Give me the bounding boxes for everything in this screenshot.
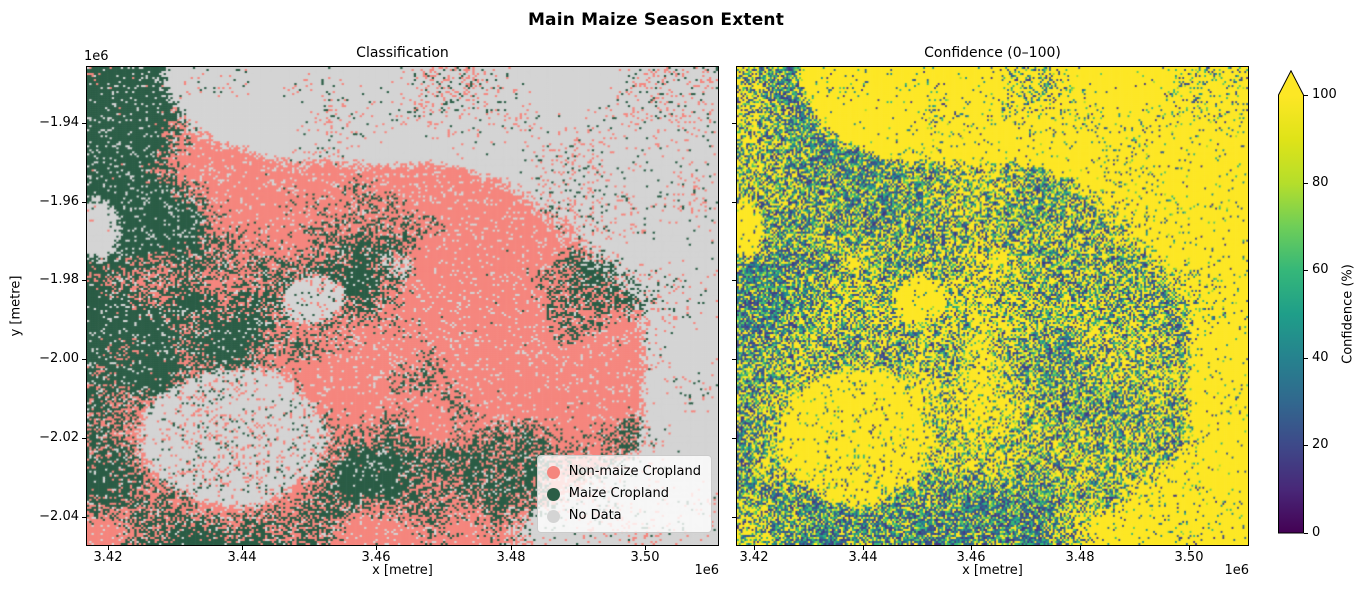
x-tick-mark [1189, 546, 1190, 550]
x-tick-label: 3.50 [1174, 550, 1204, 565]
legend-item-label: Non-maize Cropland [568, 464, 701, 479]
colorbar-tick-mark [1304, 533, 1308, 534]
x-tick-mark [511, 546, 512, 550]
x-tick-label: 3.46 [956, 550, 986, 565]
y-tick-mark [82, 438, 86, 439]
colorbar-tick-mark [1304, 183, 1308, 184]
x-tick-mark [108, 546, 109, 550]
y-tick-label: −1.98 [39, 272, 79, 287]
x-tick-label: 3.48 [496, 550, 526, 565]
legend-marker-icon [546, 509, 560, 523]
y-tick-mark [732, 202, 736, 203]
colorbar-label: Confidence (%) [1340, 264, 1356, 364]
x-tick-mark [1080, 546, 1081, 550]
colorbar-tick-label: 20 [1312, 437, 1329, 452]
colorbar-gradient [1278, 70, 1304, 534]
x-tick-label: 3.42 [93, 550, 123, 565]
colorbar-tick-label: 40 [1312, 350, 1329, 365]
confidence-axes [736, 66, 1249, 546]
y-tick-mark [82, 123, 86, 124]
legend-item-label: Maize Cropland [568, 486, 669, 501]
legend-marker-icon [546, 465, 560, 479]
x-tick-label: 3.44 [227, 550, 257, 565]
y-tick-label: −1.94 [39, 115, 79, 130]
y-tick-mark [82, 280, 86, 281]
colorbar-tick-mark [1304, 270, 1308, 271]
y-tick-label: −2.04 [39, 509, 79, 524]
x-tick-mark [242, 546, 243, 550]
x-axis-offset-text-left: 1e6 [694, 563, 719, 578]
y-tick-mark [82, 359, 86, 360]
y-tick-mark [732, 438, 736, 439]
y-tick-mark [732, 359, 736, 360]
y-tick-mark [732, 123, 736, 124]
classification-axes: Non-maize Cropland Maize Cropland No Data [86, 66, 719, 546]
x-tick-label: 3.46 [361, 550, 391, 565]
x-axis-offset-text-right: 1e6 [1224, 563, 1249, 578]
legend-item: No Data [546, 505, 701, 527]
x-axis-label-left: x [metre] [372, 563, 433, 578]
y-axis-label: y [metre] [8, 275, 24, 337]
colorbar-tick-label: 100 [1312, 87, 1337, 102]
legend-marker-icon [546, 487, 560, 501]
colorbar-tick-mark [1304, 445, 1308, 446]
x-tick-mark [754, 546, 755, 550]
x-tick-mark [376, 546, 377, 550]
y-axis-offset-text: 1e6 [84, 49, 109, 64]
y-tick-mark [82, 517, 86, 518]
y-tick-label: −2.02 [39, 430, 79, 445]
x-tick-label: 3.48 [1065, 550, 1095, 565]
legend-item: Maize Cropland [546, 483, 701, 505]
x-tick-mark [645, 546, 646, 550]
colorbar-tick-label: 60 [1312, 262, 1329, 277]
y-tick-mark [732, 280, 736, 281]
figure-title: Main Maize Season Extent [527, 10, 785, 30]
colorbar-tick-label: 80 [1312, 175, 1329, 190]
legend-item-label: No Data [568, 508, 622, 523]
y-tick-label: −2.00 [39, 351, 79, 366]
x-axis-label-right: x [metre] [962, 563, 1023, 578]
y-tick-mark [82, 202, 86, 203]
legend-item: Non-maize Cropland [546, 461, 701, 483]
confidence-panel-title: Confidence (0–100) [924, 45, 1061, 61]
x-tick-label: 3.50 [630, 550, 660, 565]
x-tick-label: 3.42 [739, 550, 769, 565]
y-tick-label: −1.96 [39, 194, 79, 209]
legend: Non-maize Cropland Maize Cropland No Data [536, 455, 712, 533]
confidence-map [737, 67, 1248, 545]
y-tick-mark [732, 517, 736, 518]
classification-panel-title: Classification [356, 45, 449, 61]
x-tick-mark [971, 546, 972, 550]
colorbar-tick-mark [1304, 358, 1308, 359]
colorbar-tick-mark [1304, 95, 1308, 96]
x-tick-mark [863, 546, 864, 550]
colorbar-tick-label: 0 [1312, 525, 1321, 540]
x-tick-label: 3.44 [848, 550, 878, 565]
